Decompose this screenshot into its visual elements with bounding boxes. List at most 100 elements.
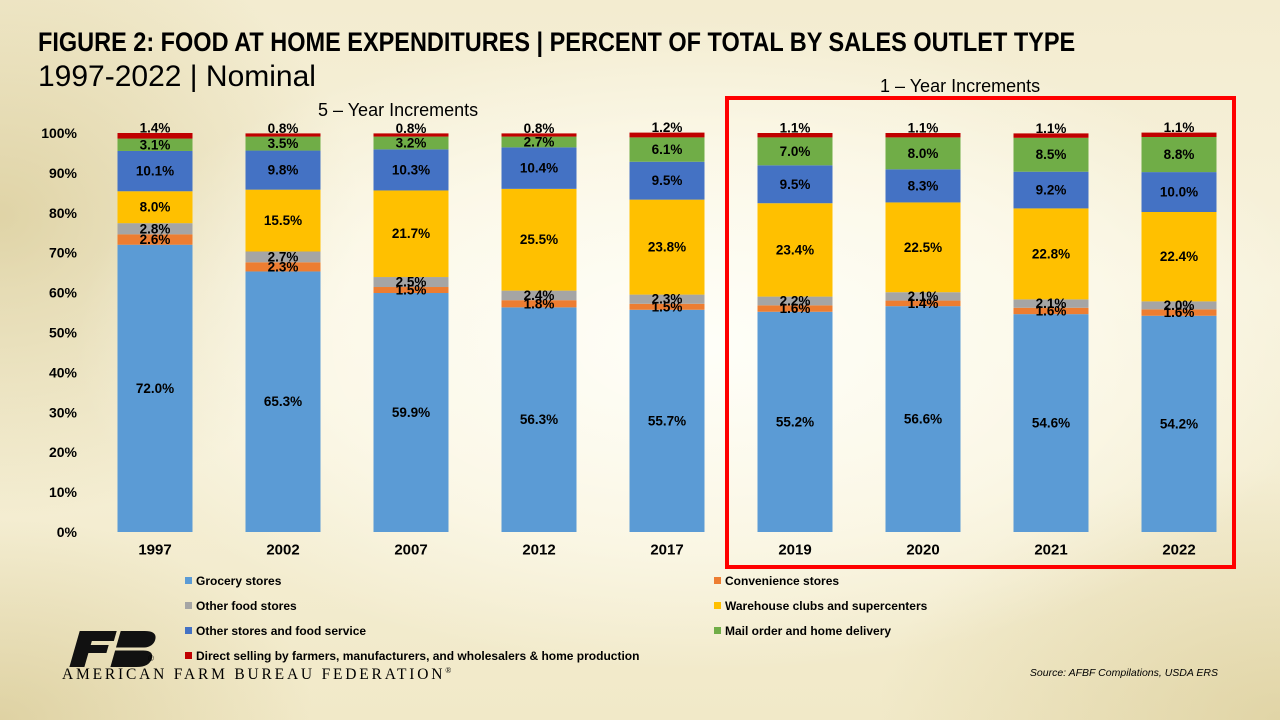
bar-segment-warehouse-clubs-2012 [501, 188, 577, 291]
legend-item-direct-selling: Direct selling by farmers, manufacturers… [185, 643, 714, 668]
bar-segment-other-stores-2022 [1141, 172, 1217, 213]
bar-segment-warehouse-clubs-2020 [885, 202, 961, 293]
bar-segment-convenience-stores-2012 [501, 300, 577, 308]
data-label-direct-selling-2017: 1.2% [652, 120, 683, 135]
data-label-grocery-stores-2019: 55.2% [776, 414, 814, 429]
bar-segment-warehouse-clubs-2019 [757, 203, 833, 297]
data-label-other-stores-2017: 9.5% [652, 173, 683, 188]
data-label-other-stores-2019: 9.5% [780, 177, 811, 192]
data-label-other-food-2002: 2.7% [268, 249, 299, 264]
data-label-warehouse-clubs-2017: 23.8% [648, 240, 686, 255]
x-axis-category-label: 1997 [138, 542, 171, 559]
y-axis-tick-label: 60% [49, 285, 78, 301]
legend-label: Convenience stores [725, 573, 840, 588]
figure-title-text: FIGURE 2: FOOD AT HOME EXPENDITURES | PE… [38, 27, 1076, 57]
legend-item-grocery-stores: Grocery stores [185, 568, 714, 593]
data-label-convenience-stores-2002: 2.3% [268, 259, 299, 274]
bar-segment-warehouse-clubs-2022 [1141, 212, 1217, 302]
legend-item-other-stores: Other stores and food service [185, 618, 714, 643]
bar-segment-other-stores-2021 [1013, 171, 1089, 209]
bar-segment-warehouse-clubs-1997 [117, 191, 193, 224]
data-label-mail-order-2017: 6.1% [652, 142, 683, 157]
data-label-other-stores-2007: 10.3% [392, 162, 430, 177]
data-label-other-stores-2022: 10.0% [1160, 185, 1198, 200]
bar-segment-direct-selling-2007 [373, 133, 449, 137]
bar-segment-grocery-stores-2002 [245, 271, 321, 532]
legend-item-mail-order: Mail order and home delivery [714, 618, 1074, 643]
bar-stack-2021 [1013, 133, 1089, 532]
bar-segment-mail-order-2012 [501, 136, 577, 148]
bar-segment-other-food-1997 [117, 223, 193, 235]
legend-swatch [185, 652, 192, 659]
bar-segment-convenience-stores-2021 [1013, 307, 1089, 315]
bar-segment-other-food-2021 [1013, 299, 1089, 308]
bar-segment-warehouse-clubs-2017 [629, 199, 705, 295]
legend-swatch [185, 602, 192, 609]
organization-name: AMERICAN FARM BUREAU FEDERATION® [62, 667, 451, 683]
x-axis-category-label: 2002 [266, 542, 299, 559]
bar-segment-other-stores-1997 [117, 150, 193, 192]
data-label-other-food-2007: 2.5% [396, 275, 427, 290]
data-label-direct-selling-2019: 1.1% [780, 121, 811, 136]
legend-swatch [185, 627, 192, 634]
legend-label: Direct selling by farmers, manufacturers… [196, 648, 640, 663]
data-label-mail-order-2021: 8.5% [1036, 147, 1067, 162]
y-axis-tick-label: 40% [49, 364, 78, 380]
bar-segment-other-food-2007 [373, 277, 449, 288]
bar-segment-direct-selling-2019 [757, 133, 833, 138]
x-axis-category-label: 2021 [1034, 542, 1067, 559]
data-label-other-food-2021: 2.1% [1036, 296, 1067, 311]
bar-segment-convenience-stores-2002 [245, 262, 321, 272]
data-label-direct-selling-2021: 1.1% [1036, 121, 1067, 136]
bar-segment-direct-selling-2017 [629, 132, 705, 138]
legend-swatch [185, 577, 192, 584]
data-label-convenience-stores-2022: 1.6% [1164, 305, 1195, 320]
bar-segment-grocery-stores-2021 [1013, 314, 1089, 532]
bar-stack-2022 [1141, 132, 1217, 532]
bar-segment-convenience-stores-2022 [1141, 309, 1217, 316]
data-label-mail-order-1997: 3.1% [140, 137, 171, 152]
data-label-grocery-stores-1997: 72.0% [136, 381, 174, 396]
five-year-increments-label: 5 – Year Increments [318, 100, 479, 120]
data-label-convenience-stores-2012: 1.8% [524, 296, 555, 311]
data-label-convenience-stores-2007: 1.5% [396, 283, 427, 298]
data-label-direct-selling-1997: 1.4% [140, 121, 171, 136]
bar-segment-mail-order-2021 [1013, 137, 1089, 172]
bar-segment-warehouse-clubs-2002 [245, 189, 321, 252]
bar-segment-grocery-stores-2007 [373, 292, 449, 532]
data-label-other-food-1997: 2.8% [140, 221, 171, 236]
registered-mark: ® [445, 666, 452, 675]
data-label-other-food-2019: 2.2% [780, 293, 811, 308]
data-label-direct-selling-2012: 0.8% [524, 121, 555, 136]
logo-b-lower-shape [110, 650, 153, 667]
data-label-other-stores-2020: 8.3% [908, 178, 939, 193]
bar-segment-direct-selling-2012 [501, 133, 577, 137]
bar-segment-direct-selling-2022 [1141, 132, 1217, 137]
legend-label: Other food stores [196, 598, 297, 613]
bar-segment-mail-order-2002 [245, 136, 321, 151]
data-label-convenience-stores-1997: 2.6% [140, 232, 171, 247]
bar-segment-convenience-stores-2020 [885, 300, 961, 307]
bar-segment-other-food-2002 [245, 251, 321, 263]
data-label-other-stores-2012: 10.4% [520, 161, 558, 176]
logo-f-shape [69, 631, 117, 667]
data-label-other-food-2017: 2.3% [652, 292, 683, 307]
bar-segment-other-stores-2007 [373, 149, 449, 191]
bar-stack-2019 [757, 133, 833, 532]
data-label-mail-order-2019: 7.0% [780, 144, 811, 159]
figure-subtitle: 1997-2022 | Nominal [38, 60, 316, 93]
organization-name-text: AMERICAN FARM BUREAU FEDERATION [62, 666, 446, 683]
y-axis-tick-label: 30% [49, 404, 78, 420]
bar-segment-other-food-2017 [629, 294, 705, 304]
bar-segment-grocery-stores-2022 [1141, 315, 1217, 532]
data-label-grocery-stores-2021: 54.6% [1032, 416, 1070, 431]
data-label-mail-order-2012: 2.7% [524, 134, 555, 149]
legend-label: Other stores and food service [196, 623, 367, 638]
bar-segment-other-stores-2002 [245, 150, 321, 190]
x-axis-category-label: 2022 [1162, 542, 1195, 559]
data-label-warehouse-clubs-2019: 23.4% [776, 242, 814, 257]
data-label-other-stores-2021: 9.2% [1036, 183, 1067, 198]
bar-segment-other-stores-2012 [501, 147, 577, 189]
